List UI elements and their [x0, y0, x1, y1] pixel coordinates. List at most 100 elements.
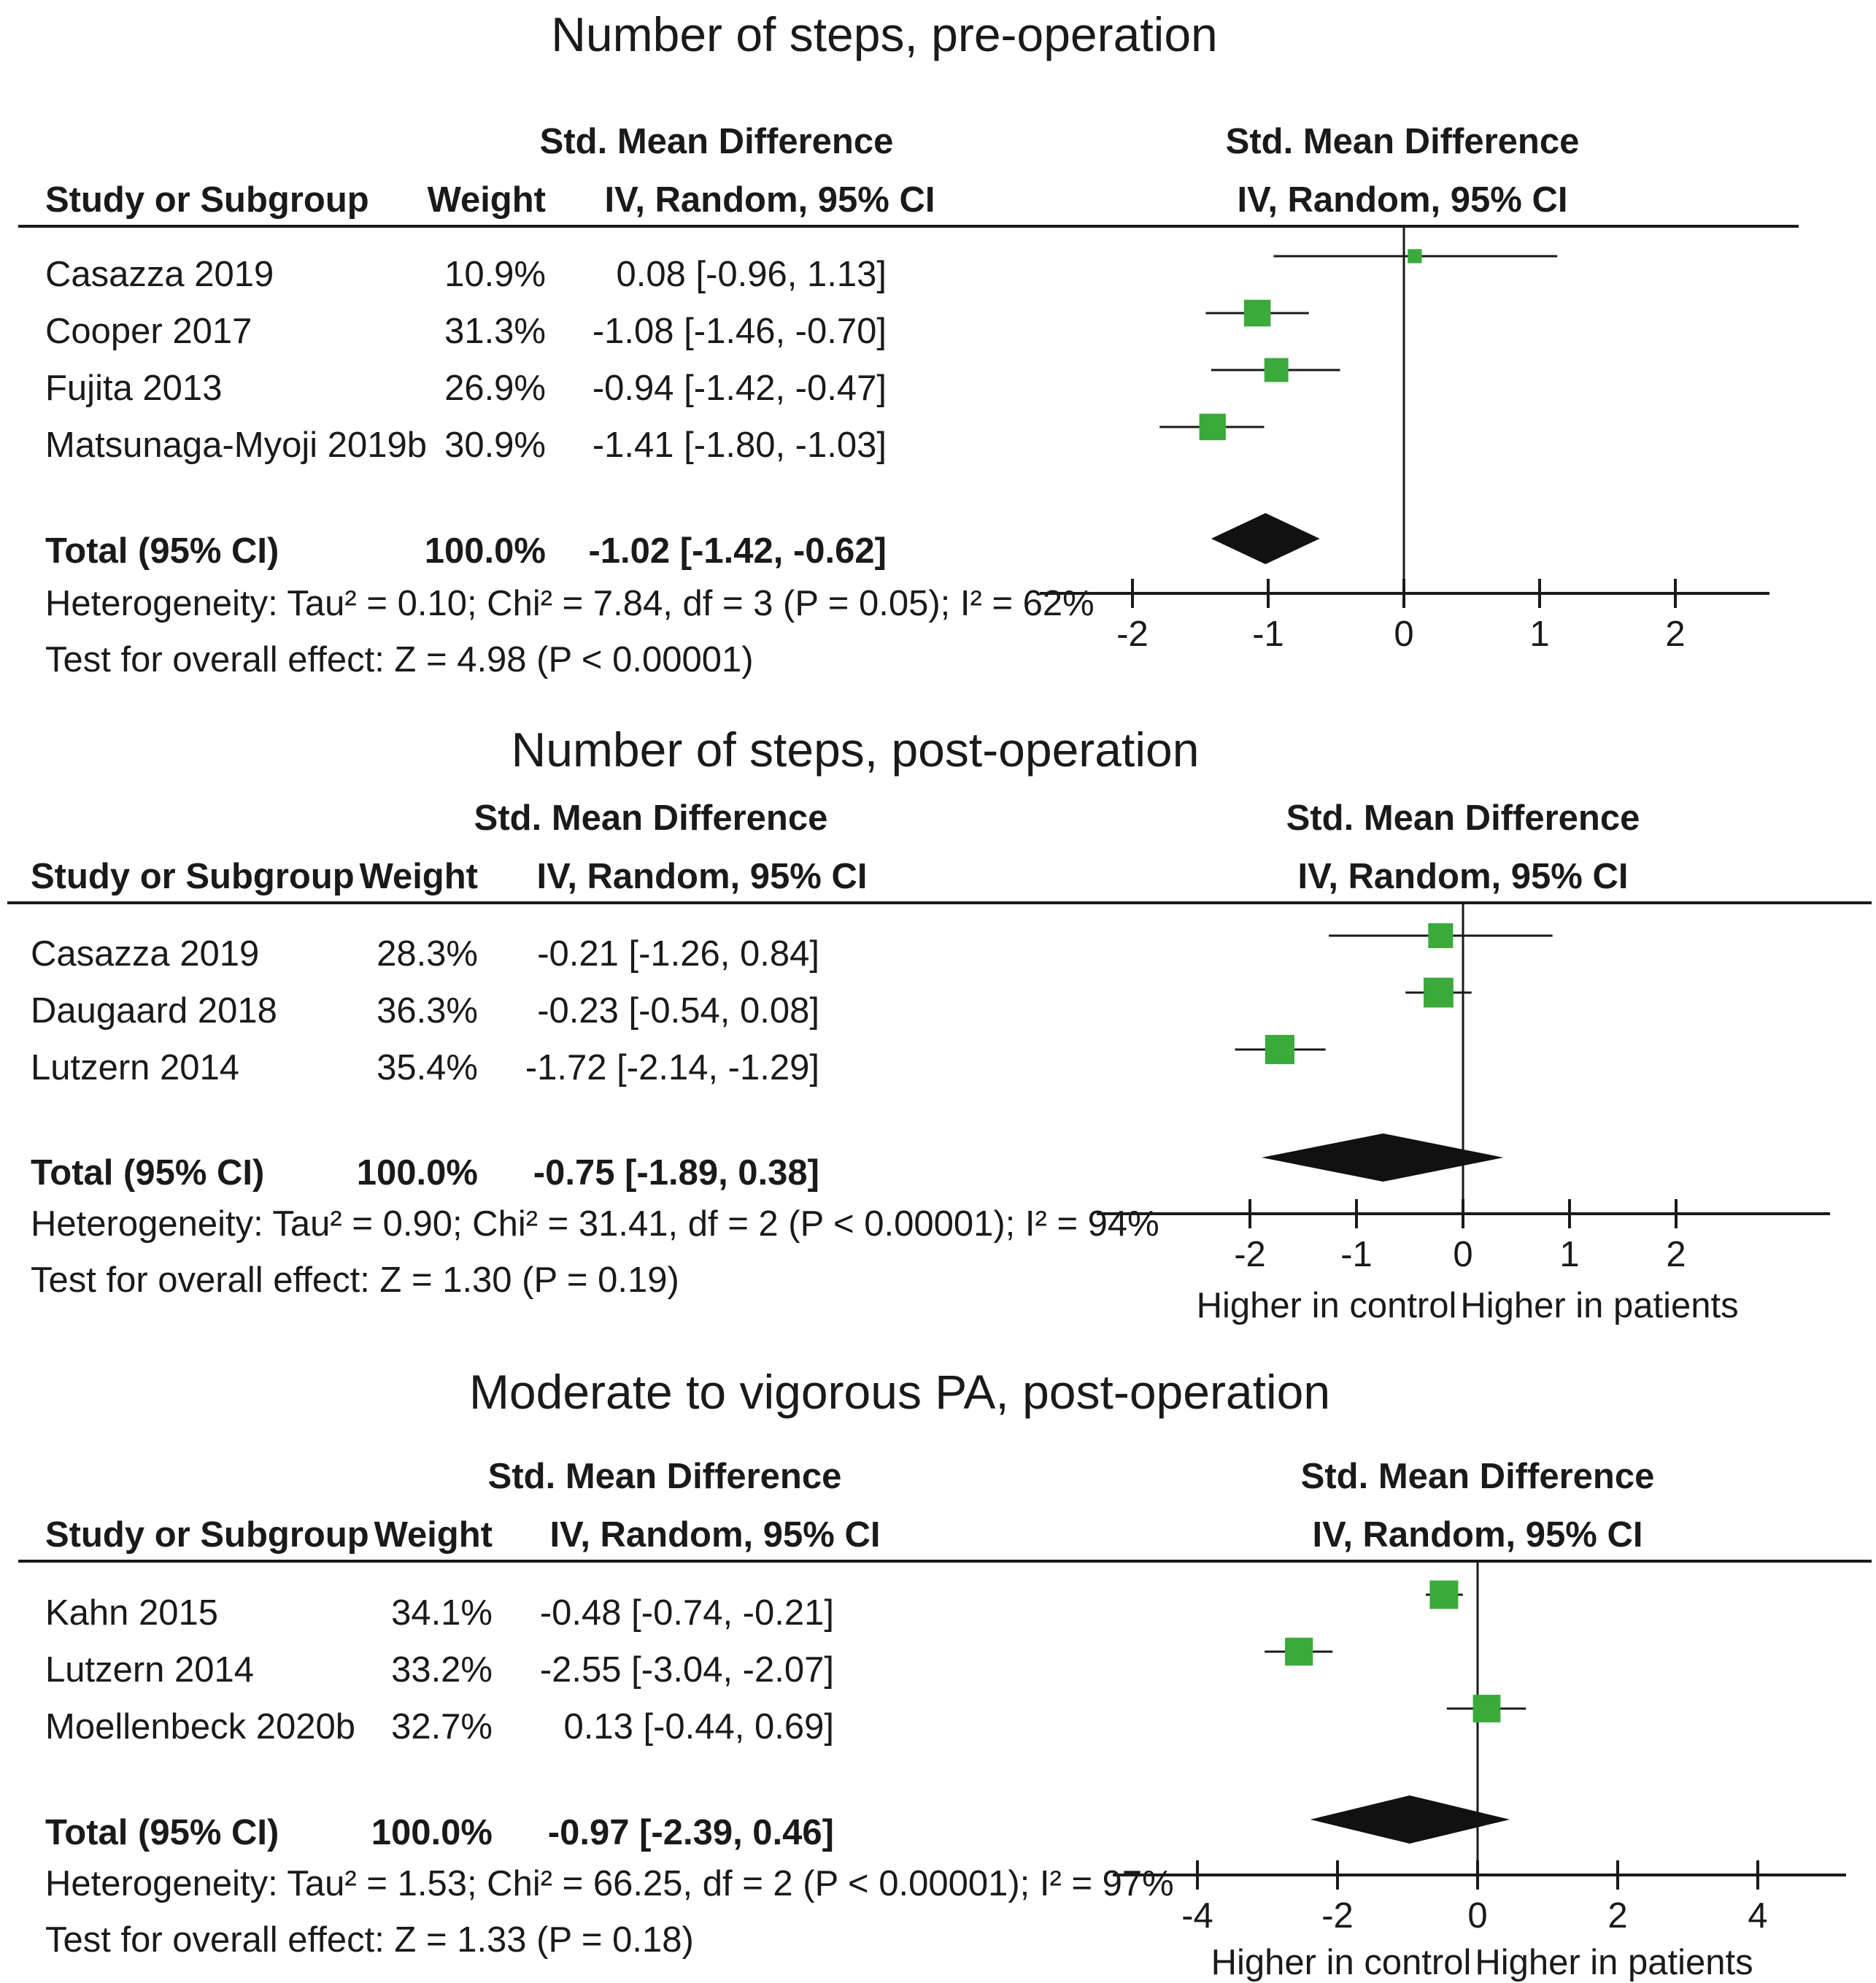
panel-2-study-marker [1423, 977, 1454, 1008]
panel-1-x-tick-label: -2 [1116, 615, 1149, 654]
panel-2-favours-left: Higher in control [1197, 1286, 1457, 1325]
panel-1-total-ci: -1.02 [-1.42, -0.62] [588, 531, 887, 571]
panel-2-study-ci: -0.23 [-0.54, 0.08] [537, 991, 819, 1031]
panel-2-total-ci: -0.75 [-1.89, 0.38] [533, 1153, 819, 1193]
panel-3-x-tick-label: 2 [1607, 1896, 1627, 1936]
panel-1-total-weight: 100.0% [425, 531, 546, 571]
panel-3-overall-effect: Test for overall effect: Z = 1.33 (P = 0… [45, 1920, 694, 1960]
panel-2-study-weight: 28.3% [377, 934, 478, 974]
panel-3-header-study: Study or Subgroup [45, 1515, 369, 1555]
panel-1-header-effect-top: Std. Mean Difference [540, 122, 894, 161]
panel-1-study-marker [1408, 249, 1422, 263]
panel-3-total-label: Total (95% CI) [45, 1813, 279, 1852]
panel-1-header-study: Study or Subgroup [45, 180, 369, 220]
panel-1-x-tick-label: 2 [1665, 615, 1685, 654]
panel-3-header-weight: Weight [374, 1515, 493, 1555]
panel-3-plot-header-bottom: IV, Random, 95% CI [1313, 1515, 1643, 1555]
panel-3-x-tick-label: -2 [1321, 1896, 1354, 1936]
panel-3-heterogeneity: Heterogeneity: Tau² = 1.53; Chi² = 66.25… [45, 1864, 1174, 1903]
panel-3-study-marker [1285, 1637, 1313, 1666]
panel-2-header-study: Study or Subgroup [31, 857, 355, 896]
panel-2-x-tick-label: 2 [1666, 1235, 1686, 1274]
panel-2-study-weight: 36.3% [377, 991, 478, 1031]
panel-1-total-label: Total (95% CI) [45, 531, 279, 571]
panel-2-x-tick-label: 0 [1453, 1235, 1472, 1274]
panel-2-plot-header-bottom: IV, Random, 95% CI [1298, 857, 1629, 896]
panel-1-heterogeneity: Heterogeneity: Tau² = 0.10; Chi² = 7.84,… [45, 584, 1095, 623]
panel-2-study-name: Lutzern 2014 [31, 1048, 239, 1087]
panel-2-pooled-diamond [1262, 1133, 1504, 1182]
panel-1-study-marker [1264, 358, 1289, 382]
panel-2-header-effect-bottom: IV, Random, 95% CI [537, 857, 868, 896]
panel-3-study-weight: 32.7% [391, 1707, 493, 1747]
panel-3-study-weight: 34.1% [391, 1593, 493, 1633]
panel-2-favours-right: Higher in patients [1460, 1286, 1738, 1325]
panel-2-study-marker [1265, 1034, 1294, 1065]
panel-1-header-effect-bottom: IV, Random, 95% CI [605, 180, 935, 220]
panel-1-overall-effect: Test for overall effect: Z = 4.98 (P < 0… [45, 640, 754, 679]
panel-1-study-name: Casazza 2019 [45, 255, 274, 294]
panel-3-x-tick-label: 4 [1748, 1896, 1767, 1936]
panel-2-study-ci: -0.21 [-1.26, 0.84] [537, 934, 819, 974]
panel-2-study-name: Casazza 2019 [31, 934, 259, 974]
panel-1-study-ci: -1.08 [-1.46, -0.70] [592, 312, 887, 351]
panel-2-plot-header-top: Std. Mean Difference [1286, 798, 1640, 838]
panel-2-header-weight: Weight [360, 857, 478, 896]
panel-2-total-label: Total (95% CI) [31, 1153, 264, 1193]
panel-3-study-name: Kahn 2015 [45, 1593, 218, 1633]
panel-3-study-weight: 33.2% [391, 1650, 493, 1690]
panel-2-heterogeneity: Heterogeneity: Tau² = 0.90; Chi² = 31.41… [31, 1204, 1159, 1244]
panel-2-header-effect-top: Std. Mean Difference [474, 798, 828, 838]
panel-2-study-ci: -1.72 [-2.14, -1.29] [525, 1048, 819, 1087]
panel-3-favours-right: Higher in patients [1475, 1943, 1753, 1982]
panel-1-plot-header-bottom: IV, Random, 95% CI [1238, 180, 1568, 220]
panel-2-study-weight: 35.4% [377, 1048, 478, 1087]
panel-2-total-weight: 100.0% [357, 1153, 478, 1193]
panel-1-study-name: Cooper 2017 [45, 312, 252, 351]
panel-2-title: Number of steps, post-operation [512, 723, 1200, 777]
panel-2-study-name: Daugaard 2018 [31, 991, 277, 1031]
panel-1-study-weight: 10.9% [444, 255, 546, 294]
panel-1-study-marker [1199, 413, 1226, 441]
panel-1-study-ci: -0.94 [-1.42, -0.47] [592, 369, 887, 408]
panel-2-overall-effect: Test for overall effect: Z = 1.30 (P = 0… [31, 1260, 679, 1300]
panel-1-study-name: Fujita 2013 [45, 369, 222, 408]
panel-2-x-tick-label: -2 [1234, 1235, 1266, 1274]
panel-1-study-marker [1243, 299, 1271, 327]
panel-1-x-tick-label: -1 [1252, 615, 1284, 654]
panel-2-x-tick-label: -1 [1340, 1235, 1373, 1274]
panel-3-plot-header-top: Std. Mean Difference [1301, 1457, 1655, 1496]
panel-1-x-tick-label: 0 [1394, 615, 1413, 654]
panel-3-x-tick-label: 0 [1467, 1896, 1487, 1936]
panel-3-favours-left: Higher in control [1211, 1943, 1472, 1982]
panel-3-header-effect-top: Std. Mean Difference [488, 1457, 842, 1496]
panel-1-title: Number of steps, pre-operation [551, 7, 1217, 61]
panel-3-total-ci: -0.97 [-2.39, 0.46] [548, 1813, 834, 1852]
panel-3-pooled-diamond [1310, 1795, 1510, 1844]
panel-3-study-marker [1429, 1580, 1459, 1609]
panel-1-x-tick-label: 1 [1529, 615, 1549, 654]
panel-1-header-weight: Weight [428, 180, 546, 220]
panel-1-study-weight: 26.9% [444, 369, 546, 408]
panel-3-title: Moderate to vigorous PA, post-operation [469, 1365, 1330, 1419]
panel-1-pooled-diamond [1211, 513, 1320, 564]
panel-3-study-ci: 0.13 [-0.44, 0.69] [564, 1707, 835, 1747]
panel-1-plot-header-top: Std. Mean Difference [1226, 122, 1580, 161]
panel-3-study-name: Moellenbeck 2020b [45, 1707, 355, 1747]
panel-2-study-marker [1428, 923, 1454, 949]
panel-3-header-effect-bottom: IV, Random, 95% CI [550, 1515, 881, 1555]
panel-3-study-ci: -0.48 [-0.74, -0.21] [540, 1593, 834, 1633]
panel-1-study-ci: 0.08 [-0.96, 1.13] [617, 255, 887, 294]
panel-2-x-tick-label: 1 [1559, 1235, 1579, 1274]
panel-1-study-name: Matsunaga-Myoji 2019b [45, 426, 427, 465]
panel-3-study-name: Lutzern 2014 [45, 1650, 254, 1690]
panel-1-study-ci: -1.41 [-1.80, -1.03] [592, 426, 887, 465]
panel-1-study-weight: 31.3% [444, 312, 546, 351]
panel-3-study-marker [1472, 1695, 1501, 1722]
panel-1-study-weight: 30.9% [444, 426, 546, 465]
panel-3-study-ci: -2.55 [-3.04, -2.07] [540, 1650, 834, 1690]
panel-3-x-tick-label: -4 [1181, 1896, 1213, 1936]
panel-3-total-weight: 100.0% [371, 1813, 493, 1852]
